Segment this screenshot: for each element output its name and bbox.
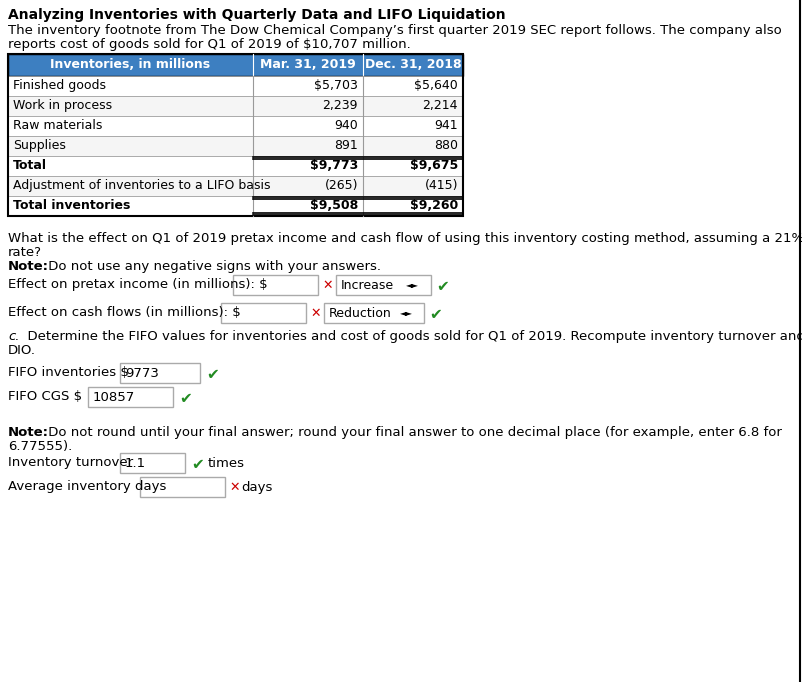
- Bar: [233, 275, 318, 295]
- Text: Effect on cash flows (in millions): $: Effect on cash flows (in millions): $: [8, 306, 241, 319]
- Text: FIFO CGS $: FIFO CGS $: [8, 390, 82, 403]
- Bar: [8, 54, 463, 76]
- Text: Mar. 31, 2019: Mar. 31, 2019: [260, 58, 356, 71]
- Text: Average inventory days: Average inventory days: [8, 480, 166, 493]
- Text: 10857: 10857: [93, 391, 136, 404]
- Text: 2,239: 2,239: [322, 99, 358, 112]
- Text: Analyzing Inventories with Quarterly Data and LIFO Liquidation: Analyzing Inventories with Quarterly Dat…: [8, 8, 505, 22]
- Text: $5,640: $5,640: [415, 79, 458, 92]
- Bar: [8, 136, 463, 156]
- Text: Inventory turnover: Inventory turnover: [8, 456, 133, 469]
- Text: Finished goods: Finished goods: [13, 79, 106, 92]
- Text: 941: 941: [435, 119, 458, 132]
- Text: FIFO inventories $: FIFO inventories $: [8, 366, 129, 379]
- Bar: [120, 453, 185, 473]
- Bar: [140, 477, 225, 497]
- Text: ✕: ✕: [322, 279, 333, 292]
- Text: Increase: Increase: [341, 279, 394, 292]
- Bar: [221, 303, 306, 323]
- Bar: [8, 76, 463, 96]
- Bar: [8, 96, 463, 116]
- Text: Do not round until your final answer; round your final answer to one decimal pla: Do not round until your final answer; ro…: [44, 426, 782, 439]
- Text: Supplies: Supplies: [13, 139, 66, 152]
- Text: ✔: ✔: [206, 367, 219, 382]
- Bar: [8, 156, 463, 176]
- Text: $9,773: $9,773: [310, 159, 358, 172]
- Text: $9,260: $9,260: [410, 199, 458, 212]
- Text: c.: c.: [8, 330, 19, 343]
- Text: ◄►: ◄►: [400, 308, 413, 317]
- Text: Raw materials: Raw materials: [13, 119, 103, 132]
- Text: ✔: ✔: [429, 307, 442, 322]
- Text: Total: Total: [13, 159, 47, 172]
- Text: $9,508: $9,508: [310, 199, 358, 212]
- Bar: [324, 303, 424, 323]
- Text: DIO.: DIO.: [8, 344, 36, 357]
- Text: $5,703: $5,703: [314, 79, 358, 92]
- Text: 9773: 9773: [125, 367, 159, 380]
- Text: $9,675: $9,675: [410, 159, 458, 172]
- Text: ✔: ✔: [436, 279, 449, 294]
- Text: (265): (265): [325, 179, 358, 192]
- Text: 940: 940: [334, 119, 358, 132]
- Text: ✔: ✔: [179, 391, 192, 406]
- Text: Note:: Note:: [8, 426, 49, 439]
- Text: Adjustment of inventories to a LIFO basis: Adjustment of inventories to a LIFO basi…: [13, 179, 270, 192]
- Bar: [8, 54, 463, 216]
- Text: What is the effect on Q1 of 2019 pretax income and cash flow of using this inven: What is the effect on Q1 of 2019 pretax …: [8, 232, 802, 245]
- Text: 880: 880: [434, 139, 458, 152]
- Text: days: days: [241, 481, 273, 494]
- Text: reports cost of goods sold for Q1 of 2019 of $10,707 million.: reports cost of goods sold for Q1 of 201…: [8, 38, 411, 51]
- Bar: [8, 176, 463, 196]
- Bar: [8, 54, 463, 76]
- Text: Reduction: Reduction: [329, 307, 391, 320]
- Text: Determine the FIFO values for inventories and cost of goods sold for Q1 of 2019.: Determine the FIFO values for inventorie…: [19, 330, 802, 343]
- Text: rate?: rate?: [8, 246, 42, 259]
- Text: Do not use any negative signs with your answers.: Do not use any negative signs with your …: [44, 260, 381, 273]
- Text: 6.77555).: 6.77555).: [8, 440, 72, 453]
- Text: Total inventories: Total inventories: [13, 199, 131, 212]
- Bar: [88, 387, 173, 407]
- Bar: [8, 116, 463, 136]
- Bar: [336, 275, 431, 295]
- Text: ◄►: ◄►: [406, 280, 419, 289]
- Text: Effect on pretax income (in millions): $: Effect on pretax income (in millions): $: [8, 278, 268, 291]
- Text: 891: 891: [334, 139, 358, 152]
- Text: ✔: ✔: [191, 457, 204, 472]
- Text: 1.1: 1.1: [125, 457, 146, 470]
- Text: Work in process: Work in process: [13, 99, 112, 112]
- Text: times: times: [208, 457, 245, 470]
- Bar: [8, 196, 463, 216]
- Text: Note:: Note:: [8, 260, 49, 273]
- Text: ✕: ✕: [229, 481, 240, 494]
- Text: 2,214: 2,214: [423, 99, 458, 112]
- Text: The inventory footnote from The Dow Chemical Company’s first quarter 2019 SEC re: The inventory footnote from The Dow Chem…: [8, 24, 782, 37]
- Text: Inventories, in millions: Inventories, in millions: [51, 58, 211, 71]
- Bar: [120, 363, 200, 383]
- Text: ✕: ✕: [310, 307, 321, 320]
- Text: Dec. 31, 2018: Dec. 31, 2018: [365, 58, 461, 71]
- Text: (415): (415): [424, 179, 458, 192]
